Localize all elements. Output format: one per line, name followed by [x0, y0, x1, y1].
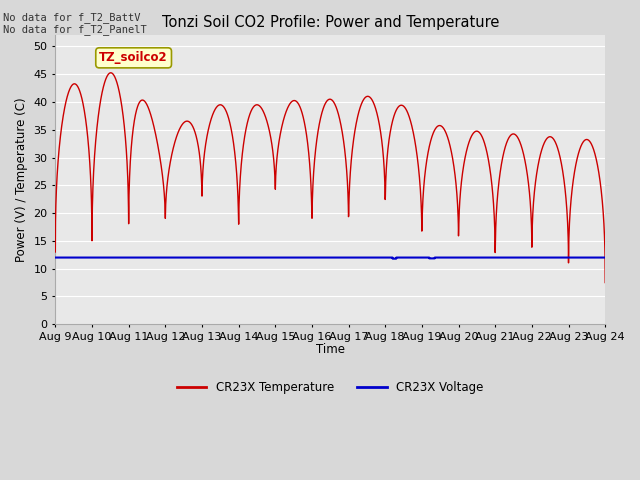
- Legend: CR23X Temperature, CR23X Voltage: CR23X Temperature, CR23X Voltage: [172, 377, 488, 399]
- Title: Tonzi Soil CO2 Profile: Power and Temperature: Tonzi Soil CO2 Profile: Power and Temper…: [161, 15, 499, 30]
- X-axis label: Time: Time: [316, 343, 345, 356]
- Text: No data for f_T2_BattV
No data for f_T2_PanelT: No data for f_T2_BattV No data for f_T2_…: [3, 12, 147, 36]
- Y-axis label: Power (V) / Temperature (C): Power (V) / Temperature (C): [15, 97, 28, 262]
- Text: TZ_soilco2: TZ_soilco2: [99, 51, 168, 64]
